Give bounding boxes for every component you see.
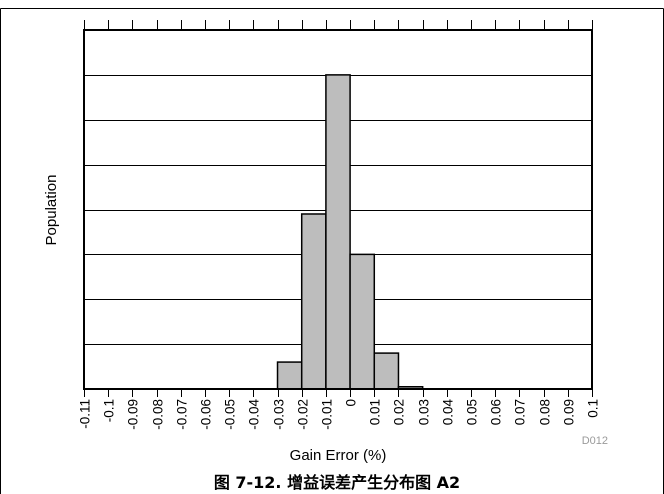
figure-id-note: D012 <box>582 435 608 447</box>
x-tick-labels: -0.11 -0.1 -0.09 -0.08 -0.07 -0.06 -0.05 -0.04-… <box>78 399 601 430</box>
x-tick-label: 0.03 <box>417 399 432 425</box>
x-tick-label: -0.04 <box>247 399 262 430</box>
plot-area <box>83 29 593 390</box>
x-tick-label: 0.09 <box>562 399 577 425</box>
x-tick-label: 0.02 <box>392 399 407 425</box>
x-tick-label: 0.05 <box>465 399 480 425</box>
histogram-bar <box>325 74 351 390</box>
x-tick-label: 0.1 <box>586 399 601 418</box>
x-tick-label: 0.06 <box>489 399 504 425</box>
x-tick-label: -0.11 <box>78 399 93 429</box>
x-tick-label: -0.03 <box>272 399 287 430</box>
x-tick-label: 0.07 <box>513 399 528 425</box>
x-axis-label: Gain Error (%) <box>290 447 387 464</box>
x-tick-label: -0.1 <box>102 399 117 422</box>
x-tick-label: 0.08 <box>538 399 553 425</box>
histogram-bar <box>300 213 327 390</box>
x-tick-label: -0.05 <box>223 399 238 430</box>
histogram-bars <box>276 74 424 390</box>
x-tick-label: 0 <box>344 399 359 407</box>
x-tick-label: -0.08 <box>151 399 166 430</box>
histogram-bar <box>373 352 400 390</box>
x-tick-label: -0.01 <box>320 399 335 430</box>
x-tick-label: -0.02 <box>296 399 311 430</box>
y-axis-label: Population <box>43 175 60 246</box>
x-tick-label: -0.09 <box>126 399 141 430</box>
x-tick-label: 0.01 <box>368 399 383 425</box>
figure-caption: 图 7-12. 增益误差产生分布图 A2 <box>214 473 460 492</box>
x-tick-label: 0.04 <box>441 399 456 426</box>
histogram-bar <box>276 361 303 390</box>
axis-ticks <box>84 20 593 397</box>
x-tick-label: -0.06 <box>199 399 214 430</box>
histogram-bar <box>349 253 376 390</box>
x-tick-label: -0.07 <box>175 399 190 430</box>
